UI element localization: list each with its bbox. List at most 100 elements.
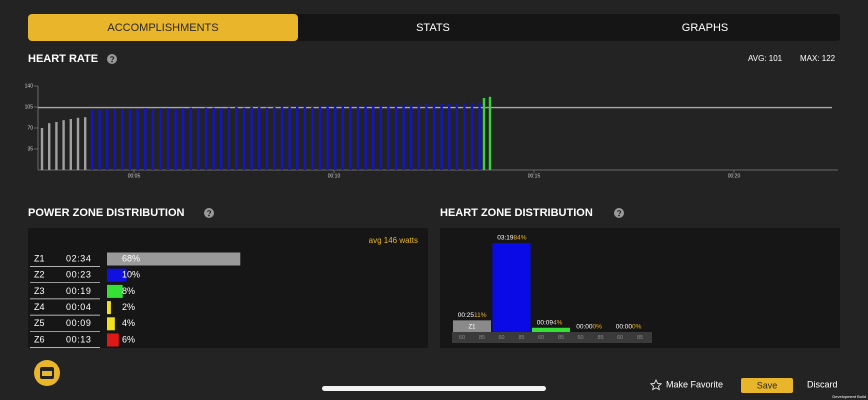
save-button[interactable]: Save [757,380,778,390]
hr-bar [448,104,451,170]
hr-bar [265,107,268,170]
hr-bar [364,105,367,170]
hr-bar [455,103,458,170]
hr-bar [372,105,375,170]
x-tick-label: 00:20 [728,173,741,179]
zone-range: 60 [459,335,465,341]
zone-bar [107,317,115,331]
y-tick-label: 70 [27,125,33,131]
zone-label: Z6 [34,334,45,344]
hr-bar [410,105,413,170]
zone-percent: 68% [122,253,140,263]
avg-watts: avg 146 watts [369,236,418,245]
calendar-button[interactable] [34,360,60,386]
hr-bar [197,108,200,170]
hr-bar [62,120,65,170]
zone-column [532,327,570,332]
info-icon[interactable] [204,208,214,218]
zone-range: 85 [479,335,485,341]
zone-time: 00:19 [66,286,92,296]
zone-percent: 8% [122,286,135,296]
hr-bar [144,108,147,170]
zone-label: Z3 [34,286,45,296]
hr-bar [387,105,390,170]
hr-bar [204,107,208,170]
tab-active-bg[interactable] [28,14,298,41]
hr-bar [40,128,44,170]
hr-bar [311,107,314,170]
x-tick-label: 00:15 [528,173,541,179]
favorite-button[interactable]: Make Favorite [666,379,723,389]
hr-bar [296,106,299,170]
info-icon[interactable] [107,54,117,64]
x-tick-label: 00:05 [128,173,141,179]
avg-stat: AVG: 101 [748,54,783,63]
x-tick-label: 00:10 [328,173,341,179]
zone-time: 00:00 [616,324,633,331]
zone-bar [107,268,127,282]
hr-bar [242,107,246,170]
hr-bar [84,117,87,170]
hr-bar [69,119,72,170]
save-button-bg[interactable] [741,378,793,393]
hr-bar [113,108,116,170]
zone-percent: 11% [474,312,487,319]
hr-bar [425,104,428,170]
y-tick-label: 35 [27,146,33,152]
hr-bar [227,107,230,170]
hr-bar [136,108,139,170]
zone-range: 60 [538,335,544,341]
zone-percent: 4% [122,318,135,328]
zone-range: 60 [577,335,583,341]
build-label: Development Build [832,394,866,399]
hr-bar [488,96,492,170]
hr-bar [151,108,154,170]
tab[interactable]: GRAPHS [682,22,728,34]
zone-time: 00:00 [576,324,593,331]
hr-bar [349,105,352,170]
hr-bar [288,107,291,170]
section-title: POWER ZONE DISTRIBUTION [28,207,185,219]
info-icon[interactable] [614,208,624,218]
hr-bar [250,107,253,170]
hr-bar [106,109,109,170]
zone-time: 00:09 [66,318,92,328]
hr-bar [394,105,398,170]
hr-bar [212,107,215,170]
hr-bar [76,117,80,170]
hr-bar [470,102,474,170]
hr-bar [482,98,486,170]
hr-bar [402,104,405,170]
hr-bar [189,107,192,170]
zone-time: 00:13 [66,334,92,344]
hr-bar [182,108,185,170]
discard-button[interactable]: Discard [807,379,838,389]
zone-time: 02:34 [66,253,92,263]
zone-percent: 6% [122,334,135,344]
hr-bar [235,107,238,170]
y-tick-label: 140 [25,83,34,89]
zone-bar [107,252,241,266]
zone-time: 00:04 [66,302,92,312]
hr-bar [463,103,466,170]
hr-bar [166,108,170,170]
hr-bar [159,108,162,170]
zone-column [492,242,531,332]
zone-label: Z5 [34,318,45,328]
section-title: HEART ZONE DISTRIBUTION [440,207,593,219]
hr-bar [220,108,223,170]
star-icon[interactable] [649,379,663,391]
zone-range: 85 [597,335,603,341]
hr-bar [174,108,177,170]
hr-bar [326,105,329,170]
zone-range: 60 [498,335,504,341]
zone-time: 00:09 [537,319,554,326]
tab[interactable]: STATS [416,22,450,34]
tab[interactable]: ACCOMPLISHMENTS [107,22,218,34]
zone-bar [107,301,111,315]
hr-bar [318,106,322,170]
zone-percent: 0% [632,324,642,331]
hr-bar [341,105,344,170]
hr-bar [90,110,94,170]
